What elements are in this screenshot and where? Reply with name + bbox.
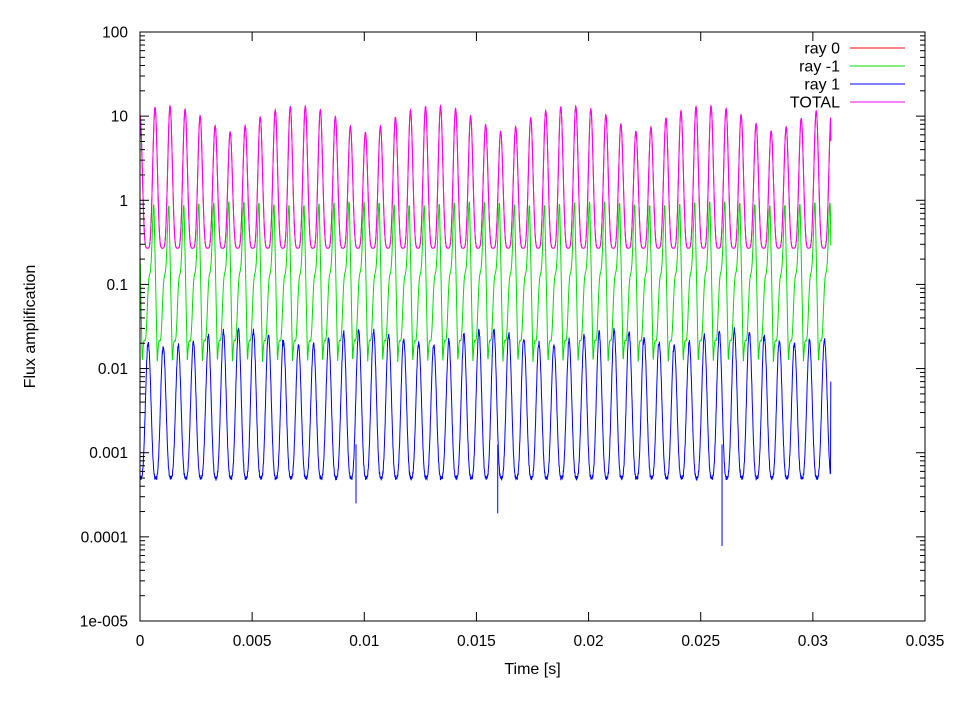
y-tick-label: 0.0001 (81, 529, 128, 546)
y-tick-label: 10 (111, 109, 129, 126)
x-tick-label: 0.02 (573, 633, 603, 650)
series-line-total (140, 104, 832, 249)
y-tick-label: 0.1 (106, 277, 128, 294)
legend-label: ray 0 (804, 41, 840, 58)
legend-label: ray -1 (799, 59, 840, 76)
x-tick-label: 0.015 (457, 633, 496, 650)
y-tick-label: 1e-005 (80, 614, 128, 631)
series-layer (140, 104, 832, 546)
x-tick-label: 0.005 (233, 633, 272, 650)
y-tick-label: 0.001 (89, 445, 128, 462)
x-axis-label: Time [s] (504, 661, 560, 678)
series-line-ray--1 (140, 201, 832, 362)
y-tick-label: 0.01 (98, 361, 128, 378)
legend-label: TOTAL (790, 95, 840, 112)
x-tick-label: 0 (136, 633, 145, 650)
series-line-ray-1 (140, 327, 832, 481)
x-tick-label: 0.03 (798, 633, 828, 650)
y-axis-label: Flux amplification (22, 265, 39, 389)
plot-frame (139, 31, 926, 622)
y-tick-label: 1 (119, 193, 128, 210)
y-axis-ticks: 1e-005 0.0001 0.001 0.01 0.1 1 10 100 (80, 25, 925, 631)
x-tick-label: 0.01 (349, 633, 379, 650)
x-tick-label: 0.025 (681, 633, 720, 650)
x-axis-ticks: 0 0.005 0.01 0.015 0.02 0.025 0.03 0.035 (136, 32, 945, 650)
x-tick-label: 0.035 (906, 633, 945, 650)
y-tick-label: 100 (102, 25, 128, 42)
legend-label: ray 1 (804, 77, 840, 94)
